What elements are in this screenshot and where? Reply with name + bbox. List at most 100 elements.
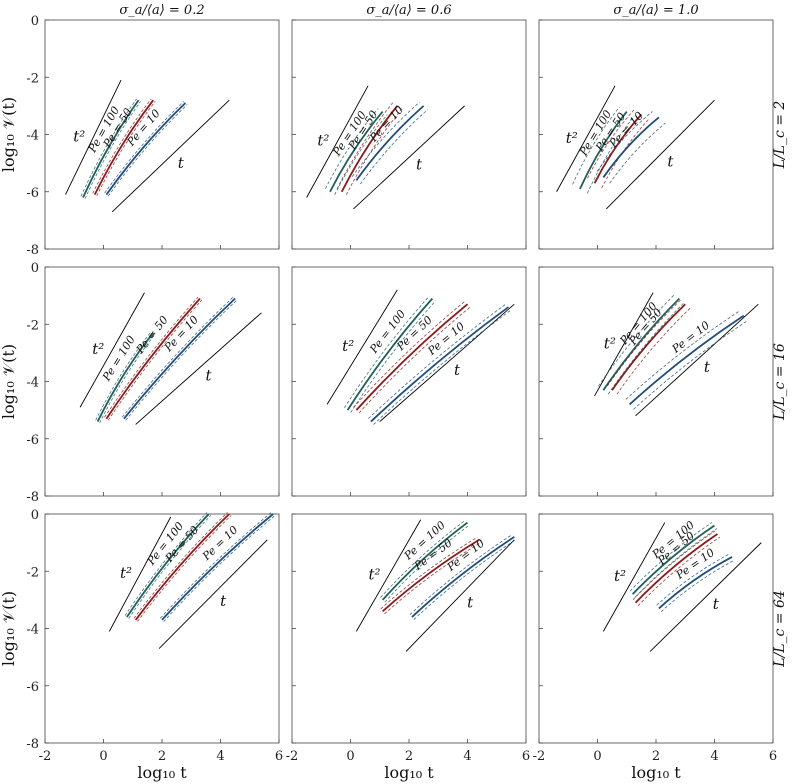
reference-label-t-squared: t² bbox=[604, 334, 616, 352]
reference-label-t-squared: t² bbox=[369, 566, 381, 584]
series-line-pe50 bbox=[382, 538, 480, 612]
series-band-pe100 bbox=[84, 101, 141, 199]
reference-label-t: t bbox=[220, 592, 227, 610]
x-axis-label: log₁₀ t bbox=[384, 763, 434, 782]
y-tick-label: -2 bbox=[26, 565, 39, 580]
reference-line-t-squared bbox=[594, 292, 654, 397]
series-band-pe10 bbox=[163, 515, 276, 622]
labels-layer: σ_a/⟨a⟩ = 0.2 σ_a/⟨a⟩ = 0.6 σ_a/⟨a⟩ = 1.0 L… bbox=[0, 3, 788, 782]
row-title: L/L_c = 2 bbox=[772, 101, 788, 170]
series-line-pe10 bbox=[629, 314, 745, 406]
x-tick-label: 4 bbox=[710, 749, 718, 764]
reference-line-t bbox=[135, 312, 262, 425]
panel-frame bbox=[44, 266, 280, 497]
y-tick-label: -8 bbox=[26, 243, 39, 258]
series-band-pe10 bbox=[633, 320, 748, 410]
series-line-pe100 bbox=[346, 297, 434, 411]
series-band-pe50 bbox=[358, 306, 471, 414]
series-band-pe100 bbox=[384, 524, 470, 603]
series-line-pe10 bbox=[658, 556, 733, 610]
series-band-pe100 bbox=[634, 528, 718, 598]
series-band-pe50 bbox=[384, 541, 482, 615]
reference-line-t-squared bbox=[65, 79, 122, 195]
series-band-pe50 bbox=[587, 109, 635, 179]
x-tick-label: 6 bbox=[275, 749, 283, 764]
series-line-pe100 bbox=[579, 111, 628, 190]
series-line-pe10 bbox=[105, 102, 187, 196]
column-title: σ_a/⟨a⟩ = 1.0 bbox=[613, 3, 698, 18]
reference-label-t: t bbox=[178, 154, 185, 172]
series-band-pe50 bbox=[104, 296, 199, 418]
series-line-pe100 bbox=[631, 524, 716, 595]
reference-label-t: t bbox=[454, 361, 461, 379]
y-tick-label: -6 bbox=[26, 433, 39, 448]
reference-line-t bbox=[635, 303, 759, 417]
x-tick-label: 4 bbox=[463, 749, 471, 764]
reference-line-t bbox=[353, 105, 465, 210]
series-band-pe100 bbox=[572, 106, 620, 185]
series-band-pe50 bbox=[616, 308, 691, 395]
x-tick-label: 6 bbox=[522, 749, 530, 764]
series-band-pe50 bbox=[133, 512, 228, 619]
series-band-pe10 bbox=[121, 296, 234, 418]
y-tick-label: -4 bbox=[26, 623, 39, 638]
x-tick-label: 4 bbox=[216, 749, 224, 764]
series-band-pe100 bbox=[128, 515, 211, 619]
series-line-pe10 bbox=[602, 116, 660, 178]
series-band-pe100 bbox=[334, 114, 388, 195]
series-line-pe50 bbox=[634, 533, 718, 604]
y-axis-label: log₁₀ 𝒱(t) bbox=[0, 591, 18, 666]
series-band-pe10 bbox=[351, 101, 420, 177]
y-tick-label: 0 bbox=[31, 508, 39, 523]
y-tick-label: -6 bbox=[26, 186, 39, 201]
series-band-pe100 bbox=[586, 115, 635, 194]
reference-line-t bbox=[405, 539, 515, 652]
reference-label-t-squared: t² bbox=[566, 129, 578, 147]
reference-label-t: t bbox=[713, 595, 720, 613]
reference-label-t: t bbox=[467, 594, 474, 612]
series-band-pe100 bbox=[598, 294, 675, 387]
series-label-pe10: Pe = 10 bbox=[669, 319, 712, 357]
reference-label-t-squared: t² bbox=[120, 564, 132, 582]
reference-line-t-squared bbox=[79, 292, 145, 408]
reference-label-t-squared: t² bbox=[73, 127, 85, 145]
series-band-pe10 bbox=[656, 553, 730, 606]
series-line-pe100 bbox=[602, 297, 681, 391]
series-band-pe50 bbox=[607, 299, 681, 387]
x-tick-label: -2 bbox=[533, 749, 546, 764]
series-band-pe10 bbox=[609, 122, 666, 184]
series-band-pe100 bbox=[380, 519, 466, 598]
series-band-pe10 bbox=[104, 101, 184, 194]
series-band-pe100 bbox=[124, 512, 208, 616]
series-band-pe10 bbox=[596, 111, 653, 172]
series-band-pe10 bbox=[625, 310, 741, 400]
series-line-pe50 bbox=[340, 105, 398, 193]
series-band-pe50 bbox=[92, 98, 152, 194]
series-band-pe10 bbox=[413, 539, 517, 620]
series-line-pe10 bbox=[411, 536, 515, 618]
reference-line-t-squared bbox=[306, 85, 369, 198]
x-tick-label: 0 bbox=[99, 749, 107, 764]
column-title: σ_a/⟨a⟩ = 0.6 bbox=[366, 3, 451, 18]
series-band-pe50 bbox=[632, 530, 716, 600]
reference-line-t-squared bbox=[556, 85, 616, 192]
x-axis-label: log₁₀ t bbox=[631, 763, 681, 782]
series-line-pe50 bbox=[105, 297, 201, 420]
reference-label-t: t bbox=[704, 358, 711, 376]
reference-label-t: t bbox=[416, 155, 423, 173]
y-tick-label: -2 bbox=[26, 71, 39, 86]
y-tick-label: -8 bbox=[26, 490, 39, 505]
series-line-pe10 bbox=[355, 105, 425, 181]
series-band-pe10 bbox=[360, 109, 428, 185]
series-line-pe10 bbox=[161, 513, 274, 621]
x-tick-label: 2 bbox=[652, 749, 660, 764]
reference-line-t bbox=[649, 542, 762, 652]
series-label-pe100: Pe = 100 bbox=[99, 333, 137, 384]
x-axis-label: log₁₀ t bbox=[137, 763, 187, 782]
